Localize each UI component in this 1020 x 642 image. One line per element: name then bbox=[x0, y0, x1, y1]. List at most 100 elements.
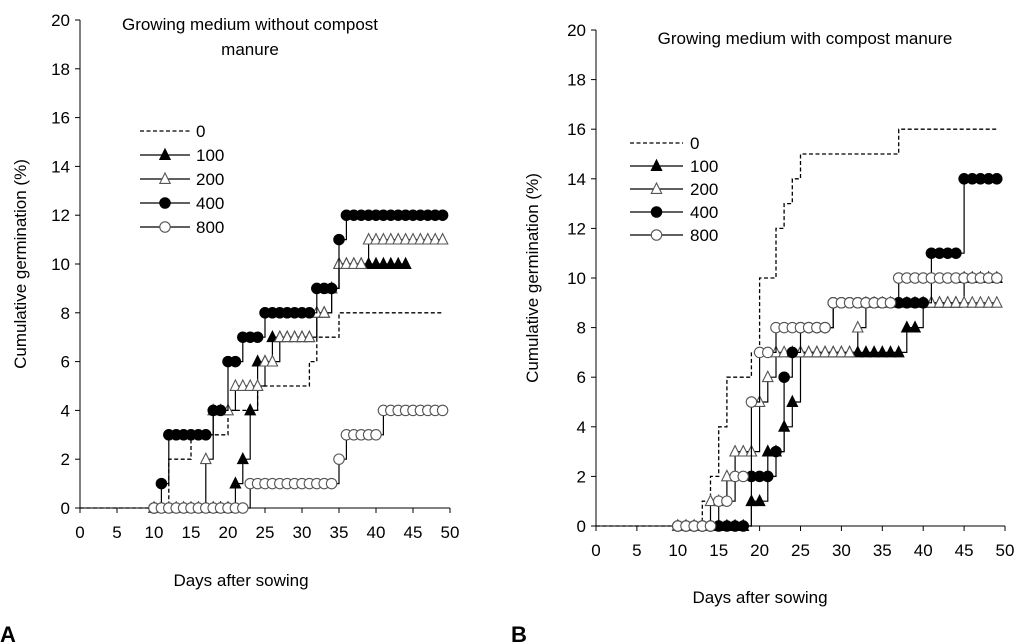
data-point-800-b bbox=[704, 520, 717, 532]
data-point-100-b bbox=[859, 345, 873, 358]
data-point-200-a bbox=[229, 378, 242, 391]
data-point-200-b bbox=[941, 295, 954, 308]
series-0-b bbox=[596, 128, 997, 527]
legend-entry-800-b: 800 bbox=[630, 226, 718, 245]
data-point-400-a bbox=[436, 209, 449, 221]
series-line-0-a bbox=[80, 312, 443, 509]
data-point-200-a bbox=[392, 232, 405, 245]
legend-label-100-a: 100 bbox=[196, 146, 224, 165]
y-tick-label-b: 2 bbox=[577, 467, 586, 486]
data-point-800-a bbox=[370, 429, 382, 441]
data-point-200-b bbox=[958, 295, 971, 308]
x-tick-label-b: 25 bbox=[791, 541, 810, 560]
data-point-200-a bbox=[355, 256, 368, 269]
data-point-100-a bbox=[384, 256, 397, 269]
data-point-200-a bbox=[377, 232, 390, 245]
y-tick-label-a: 8 bbox=[61, 304, 70, 323]
legend-marker-800-b bbox=[650, 229, 663, 241]
data-point-200-a bbox=[421, 232, 434, 245]
legend-label-200-a: 200 bbox=[196, 170, 224, 189]
y-tick-label-b: 10 bbox=[567, 269, 586, 288]
legend-entry-800-a: 800 bbox=[140, 218, 224, 237]
y-tick-label-a: 0 bbox=[61, 499, 70, 518]
legend-marker-800-a bbox=[159, 221, 171, 233]
x-tick-label-a: 50 bbox=[441, 523, 460, 542]
data-point-100-b bbox=[884, 345, 897, 358]
data-point-200-a bbox=[295, 329, 309, 343]
data-point-400-a bbox=[303, 307, 316, 319]
legend-marker-100-a bbox=[158, 147, 172, 160]
data-point-200-b bbox=[949, 295, 963, 308]
data-point-100-b bbox=[900, 320, 913, 333]
y-tick-label-a: 16 bbox=[51, 109, 70, 128]
data-point-200-a bbox=[236, 378, 249, 391]
data-point-100-b bbox=[876, 345, 889, 358]
x-tick-label-a: 15 bbox=[182, 523, 201, 542]
data-point-200-b bbox=[966, 295, 979, 308]
data-point-800-b bbox=[819, 321, 831, 334]
legend-label-100-b: 100 bbox=[690, 157, 718, 176]
data-point-200-a bbox=[347, 256, 360, 269]
legend-marker-400-b bbox=[650, 206, 663, 218]
data-point-400-a bbox=[325, 282, 338, 295]
x-tick-label-b: 10 bbox=[668, 541, 687, 560]
y-tick-label-a: 20 bbox=[51, 11, 70, 30]
data-point-100-a bbox=[399, 256, 412, 269]
y-tick-label-b: 4 bbox=[577, 418, 586, 437]
data-point-200-a bbox=[251, 378, 264, 391]
chart-title-line-b: Growing medium with compost manure bbox=[658, 29, 953, 48]
series-line-800-b bbox=[677, 277, 997, 527]
x-tick-label-a: 20 bbox=[219, 523, 238, 542]
x-tick-label-a: 30 bbox=[293, 523, 312, 542]
y-tick-label-b: 20 bbox=[567, 21, 586, 40]
data-point-200-b bbox=[810, 345, 823, 358]
data-point-200-a bbox=[414, 232, 427, 245]
data-point-200-b bbox=[728, 444, 742, 457]
data-point-800-b bbox=[745, 396, 758, 408]
x-tick-label-a: 5 bbox=[112, 523, 121, 542]
data-point-200-b bbox=[802, 345, 815, 358]
data-point-800-b bbox=[737, 470, 749, 483]
legend-entry-100-b: 100 bbox=[630, 157, 718, 176]
data-point-100-a bbox=[266, 329, 279, 343]
y-tick-label-b: 8 bbox=[577, 319, 586, 338]
data-point-400-b bbox=[770, 445, 782, 458]
data-point-200-a bbox=[399, 232, 412, 245]
data-point-200-b bbox=[827, 345, 840, 358]
series-line-200-b bbox=[677, 302, 997, 527]
data-point-400-a bbox=[229, 355, 242, 368]
series-800-b bbox=[672, 272, 1003, 532]
data-point-200-b bbox=[974, 295, 987, 308]
x-tick-label-a: 45 bbox=[404, 523, 423, 542]
legend-marker-200-b bbox=[650, 181, 663, 194]
data-point-100-b bbox=[908, 320, 922, 333]
data-point-200-a bbox=[436, 232, 449, 245]
x-tick-label-b: 15 bbox=[709, 541, 728, 560]
x-axis-label-b: Days after sowing bbox=[692, 588, 827, 607]
data-point-800-b bbox=[884, 297, 897, 309]
x-tick-label-a: 10 bbox=[145, 523, 164, 542]
data-point-200-b bbox=[761, 369, 774, 383]
data-point-400-b bbox=[950, 247, 962, 259]
x-tick-label-a: 40 bbox=[367, 523, 386, 542]
data-point-400-b bbox=[737, 520, 749, 532]
series-line-800-a bbox=[154, 409, 443, 509]
series-200-a bbox=[147, 232, 449, 513]
data-point-200-a bbox=[340, 256, 353, 269]
data-point-800-b bbox=[762, 346, 774, 359]
legend-marker-100-b bbox=[650, 158, 663, 171]
data-point-400-a bbox=[200, 429, 212, 441]
legend-label-0-b: 0 bbox=[690, 134, 699, 153]
data-point-200-a bbox=[429, 232, 442, 245]
data-point-200-a bbox=[318, 305, 331, 318]
panel-label-b: B bbox=[511, 622, 527, 642]
data-point-200-b bbox=[982, 295, 995, 308]
x-tick-label-b: 40 bbox=[914, 541, 933, 560]
legend-label-400-b: 400 bbox=[690, 203, 718, 222]
data-point-800-a bbox=[237, 502, 249, 514]
series-800-a bbox=[148, 404, 449, 514]
series-line-200-a bbox=[154, 239, 443, 509]
